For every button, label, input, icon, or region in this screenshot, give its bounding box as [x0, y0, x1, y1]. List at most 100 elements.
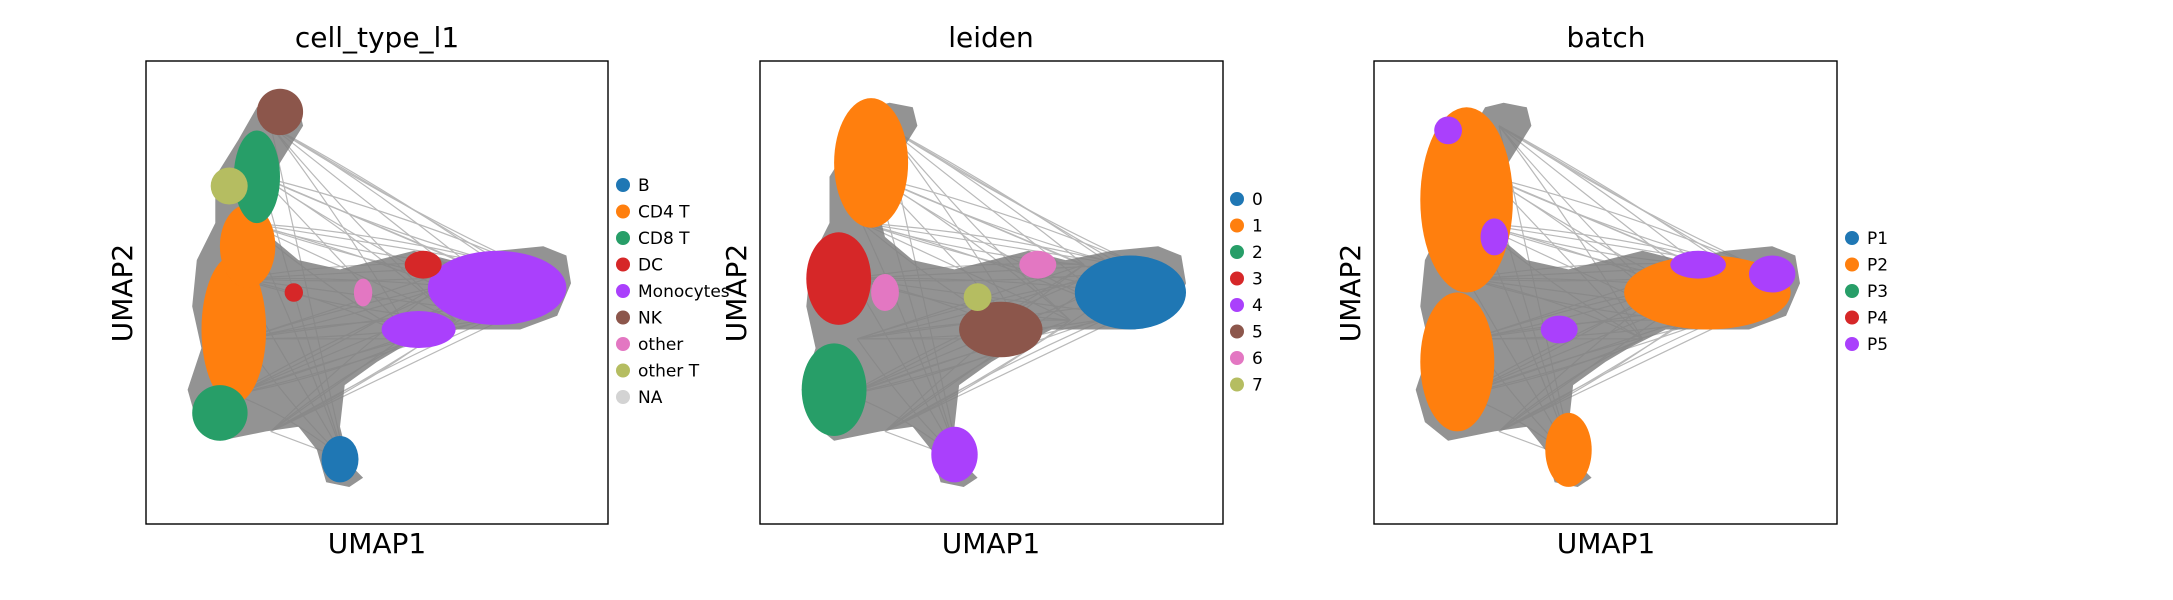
axes-frame [145, 60, 609, 525]
umap-plot-area [801, 98, 1186, 487]
legend-label: DC [638, 256, 663, 276]
legend-marker [616, 390, 630, 404]
panel-title: cell_type_l1 [295, 21, 459, 54]
cluster-p5 [1540, 315, 1578, 344]
legend-marker [1230, 298, 1244, 312]
legend-marker [1845, 284, 1859, 298]
legend-label: P1 [1867, 229, 1888, 249]
cluster-p5 [1749, 255, 1796, 293]
legend-marker [1230, 245, 1244, 259]
legend-label: 3 [1252, 270, 1263, 290]
graph-edge [270, 125, 507, 266]
legend-label: NA [638, 388, 663, 408]
panel-title: batch [1566, 21, 1645, 54]
axes-frame [759, 60, 1224, 525]
cluster-p2 [1420, 107, 1513, 293]
embedding-silhouette [1415, 102, 1800, 487]
x-axis-label: UMAP1 [328, 527, 427, 560]
legend-label: P3 [1867, 282, 1888, 302]
legend-marker [616, 231, 630, 245]
umap-plot-area [1415, 102, 1800, 487]
cluster-b [321, 436, 359, 483]
legend: P1 P2 P3 P4 P5 [1845, 229, 1888, 355]
graph-edge [884, 125, 1122, 266]
cluster-other [353, 278, 373, 307]
cluster-monocytes [381, 311, 456, 348]
cluster-other-t [210, 167, 248, 205]
cluster-dc [404, 250, 442, 279]
cluster-1 [834, 98, 909, 228]
cluster-p2 [1420, 292, 1495, 432]
legend-marker [1230, 271, 1244, 286]
panel-batch: batch UMAP1 UMAP2 P1 P2 P3 P4 P5 [1334, 21, 1888, 560]
cluster-cd4-t [201, 255, 267, 404]
legend-marker [1845, 231, 1859, 245]
legend-marker [1845, 337, 1859, 351]
legend-marker [616, 337, 630, 351]
legend-marker [1230, 377, 1244, 392]
axes-frame [1373, 60, 1838, 525]
y-axis-label: UMAP2 [720, 244, 753, 343]
graph-edge [270, 125, 470, 266]
legend-label: NK [638, 309, 663, 329]
y-axis-label: UMAP2 [106, 244, 139, 343]
embedding-silhouette [187, 102, 571, 487]
cluster-4 [931, 426, 978, 483]
graph-edge [1498, 125, 1699, 266]
legend: 0 1 2 3 4 5 6 7 [1230, 190, 1263, 396]
legend-marker [616, 310, 630, 325]
legend-label: 4 [1252, 296, 1263, 316]
legend-label: 2 [1252, 243, 1263, 263]
legend-label: 1 [1252, 217, 1263, 237]
embedding-silhouette [801, 102, 1186, 487]
legend-marker [1230, 324, 1244, 339]
legend-marker [616, 257, 630, 272]
cluster-6 [1019, 250, 1057, 279]
cluster-dc [284, 283, 303, 302]
cluster-2 [801, 343, 867, 437]
legend-marker [616, 204, 630, 219]
legend-label: 5 [1252, 323, 1263, 343]
panel-leiden: leiden UMAP1 UMAP2 0 1 2 3 4 5 6 7 [720, 21, 1263, 560]
legend-label: other T [638, 362, 700, 382]
cluster-5 [959, 301, 1043, 358]
legend-label: P5 [1867, 335, 1888, 355]
legend-label: CD4 T [638, 203, 690, 223]
legend-marker [616, 284, 630, 298]
y-axis-label: UMAP2 [1334, 244, 1367, 343]
legend-marker [1230, 351, 1244, 365]
cluster-p5 [1670, 250, 1726, 279]
legend-label: other [638, 335, 683, 355]
legend-marker [1845, 257, 1859, 272]
legend-marker [1845, 310, 1859, 325]
legend-marker [1230, 192, 1244, 206]
cluster-3 [806, 232, 872, 325]
legend-label: 6 [1252, 349, 1263, 369]
cluster-7 [963, 283, 992, 311]
legend-label: CD8 T [638, 229, 690, 249]
legend-label: Monocytes [638, 282, 730, 302]
panel-title: leiden [948, 21, 1034, 54]
cluster-p2 [1545, 412, 1592, 487]
legend-marker [616, 178, 630, 192]
cluster-6 [871, 274, 899, 311]
legend-label: B [638, 176, 650, 196]
graph-edge [1498, 125, 1736, 266]
panel-cell-type: cell_type_l1 UMAP1 UMAP2 B CD4 T CD8 T DC Mo… [106, 21, 730, 560]
cluster-cd8-t [233, 130, 280, 224]
legend-marker [616, 363, 630, 378]
cluster-p5 [1480, 218, 1509, 256]
legend-marker [1230, 218, 1244, 233]
cluster-p5 [1434, 116, 1462, 145]
legend-label: 7 [1252, 376, 1263, 396]
legend-label: 0 [1252, 190, 1263, 210]
cluster-monocytes [427, 250, 567, 325]
cluster-0 [1074, 255, 1186, 330]
x-axis-label: UMAP1 [1557, 527, 1656, 560]
cluster-nk [256, 88, 304, 136]
graph-edge [884, 125, 1085, 266]
cluster-cd4-t [219, 204, 276, 288]
umap-plot-area [187, 88, 571, 487]
cluster-cd8-t [192, 385, 248, 441]
